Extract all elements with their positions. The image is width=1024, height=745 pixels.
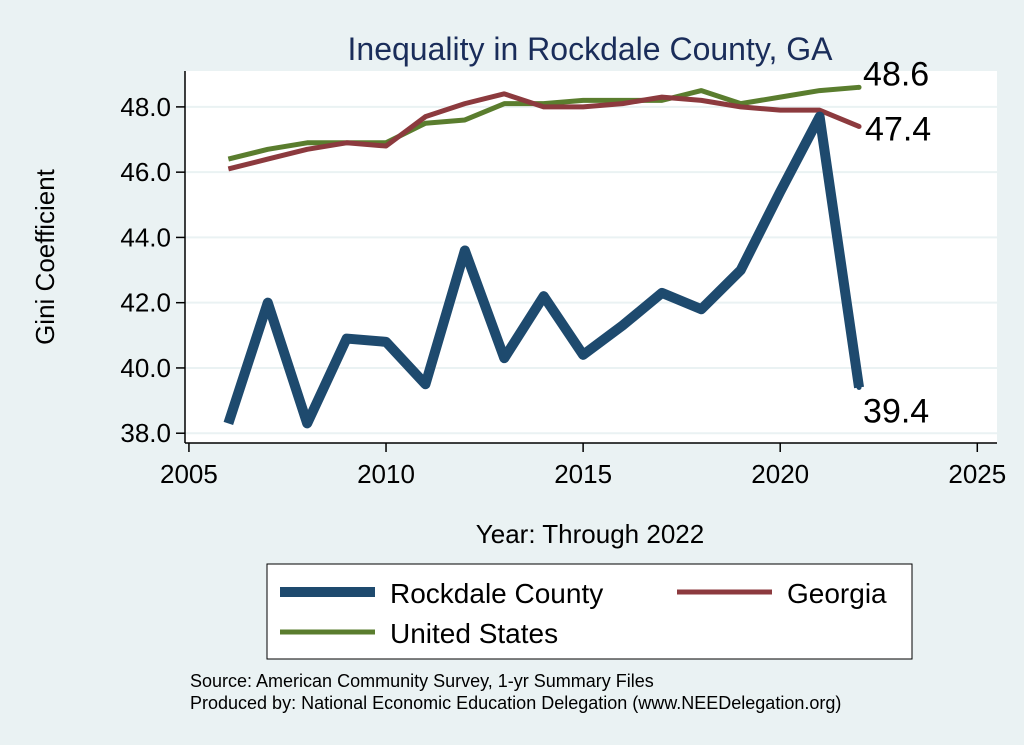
legend: Rockdale County Georgia United States (266, 563, 913, 660)
series-line-georgia (227, 91, 860, 172)
legend-label-georgia: Georgia (787, 578, 887, 609)
y-axis-label: Gini Coefficient (30, 168, 60, 345)
y-tick-label: 46.0 (120, 157, 171, 187)
end-label-rockdale: 39.4 (863, 393, 929, 431)
x-tick-label: 2025 (948, 459, 1006, 489)
y-tick-label: 48.0 (120, 92, 171, 122)
legend-label-rockdale: Rockdale County (390, 578, 603, 609)
x-tick-label: 2010 (357, 459, 415, 489)
produced-by-note: Produced by: National Economic Education… (190, 693, 841, 713)
y-tick-label: 40.0 (120, 353, 171, 383)
x-tick-label: 2005 (160, 459, 218, 489)
y-tick-label: 38.0 (120, 418, 171, 448)
chart-title: Inequality in Rockdale County, GA (348, 31, 834, 67)
legend-box (266, 563, 913, 660)
end-labels: 39.4 47.4 48.6 (863, 55, 931, 430)
axes: 38.0 40.0 42.0 44.0 46.0 48.0 2005 2010 2015 2020… (120, 71, 1006, 489)
legend-label-us: United States (390, 618, 558, 649)
x-axis-label: Year: Through 2022 (476, 519, 704, 549)
x-tick-label: 2020 (751, 459, 809, 489)
end-marker-rockdale (856, 385, 862, 391)
y-tick-label: 42.0 (120, 288, 171, 318)
y-tick-label: 44.0 (120, 222, 171, 252)
end-marker-us (856, 84, 862, 90)
series-line-rockdale (223, 111, 864, 429)
end-marker-georgia (856, 123, 862, 129)
source-note: Source: American Community Survey, 1-yr … (190, 671, 654, 691)
end-label-us: 48.6 (863, 55, 929, 93)
x-tick-label: 2015 (554, 459, 612, 489)
series-lines (223, 84, 864, 429)
end-label-georgia: 47.4 (865, 110, 931, 148)
